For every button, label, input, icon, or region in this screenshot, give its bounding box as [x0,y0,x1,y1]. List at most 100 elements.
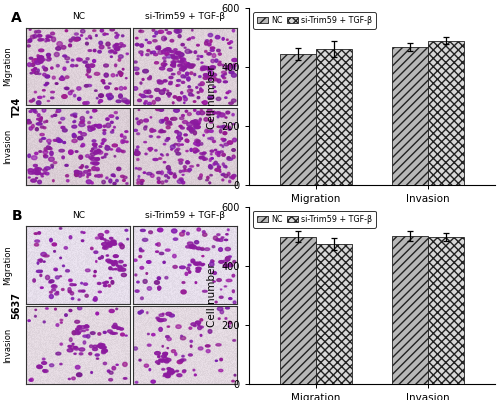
Ellipse shape [40,173,43,175]
Ellipse shape [106,118,109,120]
Ellipse shape [136,133,140,135]
Ellipse shape [208,70,212,74]
Legend: NC, si-Trim59 + TGF-β: NC, si-Trim59 + TGF-β [253,211,376,228]
Ellipse shape [81,174,84,176]
Ellipse shape [44,154,46,156]
Ellipse shape [155,31,158,35]
Ellipse shape [80,145,83,147]
Ellipse shape [184,76,186,78]
Ellipse shape [101,344,105,346]
Ellipse shape [32,124,34,128]
Ellipse shape [68,279,72,282]
Bar [280,54,316,185]
Ellipse shape [174,29,178,33]
Text: T24: T24 [12,96,22,116]
Ellipse shape [232,114,234,116]
Ellipse shape [203,76,208,80]
Ellipse shape [118,94,122,98]
Ellipse shape [156,251,158,252]
Ellipse shape [62,156,64,159]
Ellipse shape [215,168,220,171]
Ellipse shape [188,242,193,245]
Ellipse shape [85,294,88,297]
Ellipse shape [208,34,212,37]
Ellipse shape [112,130,114,131]
Ellipse shape [210,66,214,69]
Bar [428,237,464,384]
Ellipse shape [124,87,126,89]
Ellipse shape [225,166,227,168]
Ellipse shape [177,144,180,146]
Ellipse shape [191,245,195,247]
Ellipse shape [202,264,204,265]
Ellipse shape [228,172,230,176]
Ellipse shape [177,360,182,364]
Ellipse shape [88,50,92,52]
Ellipse shape [148,231,152,234]
Ellipse shape [122,362,127,366]
Ellipse shape [96,150,100,153]
Ellipse shape [58,122,61,124]
Ellipse shape [217,279,222,282]
Ellipse shape [80,121,84,123]
Ellipse shape [82,290,85,292]
Ellipse shape [210,67,212,68]
Ellipse shape [60,343,62,345]
Ellipse shape [100,237,103,239]
Ellipse shape [114,45,117,47]
Ellipse shape [80,282,82,284]
Ellipse shape [34,31,36,33]
Ellipse shape [50,364,54,367]
Ellipse shape [166,358,171,361]
Ellipse shape [220,310,224,314]
Ellipse shape [111,74,115,77]
Ellipse shape [210,260,214,262]
Ellipse shape [138,311,141,314]
Ellipse shape [223,139,226,141]
Ellipse shape [37,262,39,264]
Ellipse shape [208,330,212,333]
Ellipse shape [48,143,50,144]
Ellipse shape [110,237,113,239]
Ellipse shape [141,94,145,98]
Ellipse shape [167,338,172,341]
Ellipse shape [182,66,184,68]
Ellipse shape [178,64,182,66]
Ellipse shape [160,154,162,155]
Ellipse shape [77,329,82,332]
Ellipse shape [226,307,230,309]
Ellipse shape [70,64,74,67]
Ellipse shape [138,30,144,32]
Ellipse shape [28,177,30,178]
Ellipse shape [30,35,35,39]
Text: B: B [12,209,22,223]
Ellipse shape [92,143,97,146]
Ellipse shape [103,132,106,134]
Ellipse shape [176,370,178,372]
Ellipse shape [87,174,90,176]
Ellipse shape [228,68,230,70]
Ellipse shape [196,111,200,115]
Ellipse shape [44,172,46,174]
Ellipse shape [135,290,139,292]
Ellipse shape [175,56,180,59]
Ellipse shape [97,344,102,347]
Ellipse shape [56,83,58,84]
Ellipse shape [186,161,189,164]
Ellipse shape [195,282,196,284]
Ellipse shape [209,130,213,132]
Ellipse shape [111,280,114,284]
Ellipse shape [169,314,174,317]
Ellipse shape [162,360,164,361]
Ellipse shape [84,325,89,328]
Ellipse shape [208,96,212,98]
Ellipse shape [68,288,71,292]
Ellipse shape [115,36,118,38]
Ellipse shape [50,151,53,156]
Ellipse shape [165,276,168,279]
Ellipse shape [28,320,30,322]
Ellipse shape [172,102,174,104]
Ellipse shape [86,74,88,76]
Ellipse shape [54,140,57,141]
Ellipse shape [34,68,36,70]
